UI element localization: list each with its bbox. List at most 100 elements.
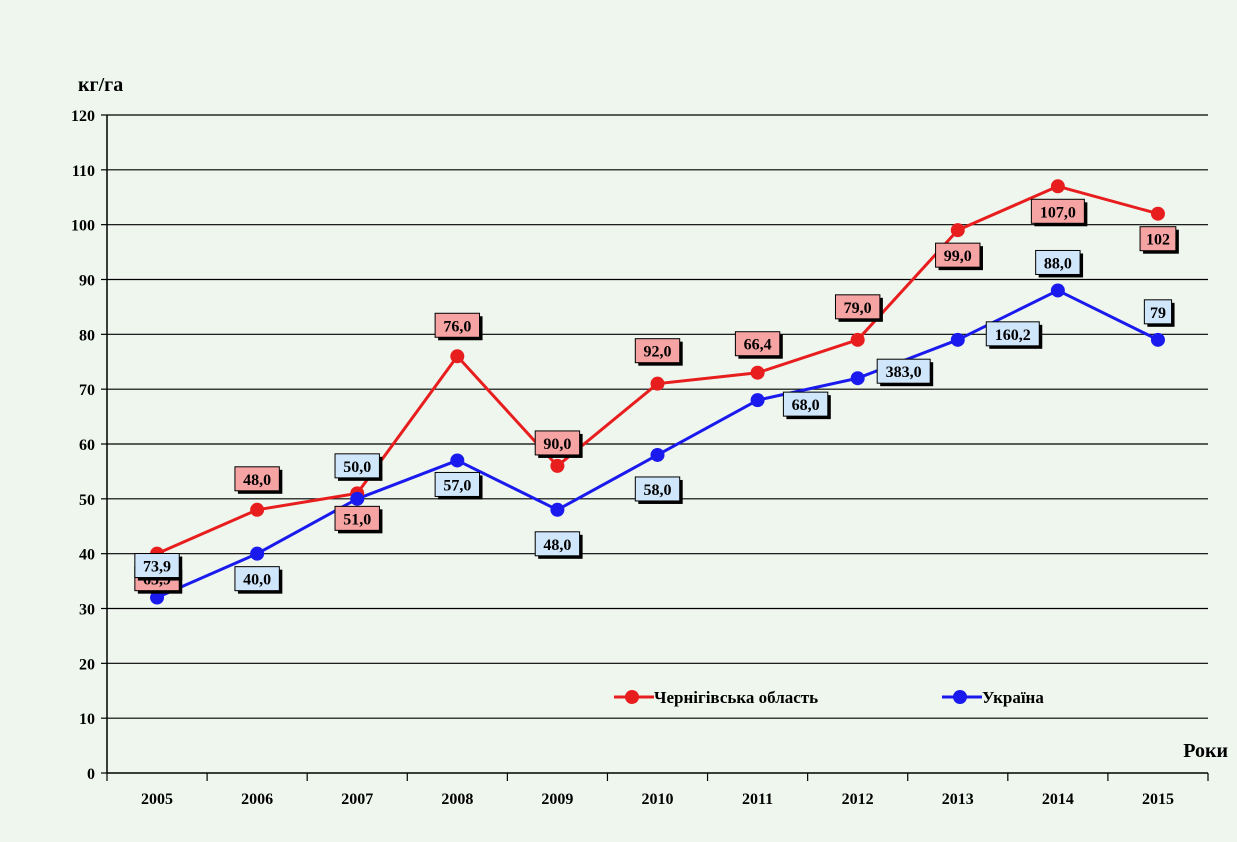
legend-label: Чернігівська область: [654, 688, 818, 707]
data-label-box: [334, 453, 380, 479]
y-tick-label: 120: [71, 108, 95, 125]
x-tick-label: 2009: [541, 791, 573, 808]
data-label-text: 88,0: [1044, 255, 1072, 272]
data-point-series-2: [650, 447, 665, 462]
x-tick-label: 2008: [441, 791, 473, 808]
data-point-series-2: [150, 590, 165, 605]
legend-marker: [625, 690, 639, 704]
data-label-text: 58,0: [644, 482, 672, 499]
data-label-box: [1030, 198, 1085, 224]
data-label: 76,0: [434, 312, 483, 341]
data-point-series-1: [1050, 179, 1065, 194]
data-label: 57,0: [434, 471, 483, 500]
data-point-series-1: [650, 376, 665, 391]
data-label-box: [935, 242, 981, 268]
data-label: 90,0: [534, 430, 583, 458]
data-label: 51,0: [334, 505, 383, 534]
data-label-text: 99,0: [944, 248, 972, 265]
data-label-text: 76,0: [443, 318, 471, 335]
data-label-box: [1139, 226, 1177, 252]
data-point-series-2: [850, 371, 865, 386]
x-tick-label: 2007: [341, 791, 373, 808]
data-label-text: 92,0: [644, 344, 672, 361]
data-point-series-2: [350, 491, 365, 506]
data-label: 58,0: [634, 476, 683, 504]
data-label-text: 102: [1146, 232, 1170, 249]
data-label-text: 68,0: [792, 397, 820, 414]
x-tick-label: 2005: [141, 791, 173, 808]
legend-label: Україна: [982, 688, 1044, 707]
data-label-text: 48,0: [543, 537, 571, 554]
x-tick-label: 2013: [942, 791, 974, 808]
data-point-series-1: [850, 332, 865, 347]
y-tick-label: 10: [79, 711, 95, 728]
data-point-series-1: [1150, 206, 1165, 221]
data-label-text: 79: [1150, 305, 1166, 322]
data-point-series-1: [250, 502, 265, 517]
data-point-series-2: [450, 453, 465, 468]
data-label-box: [234, 566, 280, 592]
data-label: 48,0: [534, 531, 583, 559]
data-label-box: [876, 358, 931, 384]
data-label-box: [134, 553, 180, 579]
data-label-box: [985, 321, 1040, 347]
data-label-box: [1035, 249, 1081, 275]
x-tick-label: 2010: [642, 791, 674, 808]
data-label-text: 57,0: [443, 477, 471, 494]
data-label-box: [634, 338, 681, 364]
data-label-text: 66,4: [744, 337, 772, 354]
data-point-series-1: [750, 365, 765, 380]
y-tick-label: 0: [87, 766, 95, 783]
data-label: 68,0: [782, 391, 831, 420]
data-label: 79: [1143, 299, 1175, 327]
x-tick-label: 2015: [1142, 791, 1174, 808]
data-label-text: 90,0: [543, 436, 571, 453]
data-label: 92,0: [634, 338, 683, 366]
data-label-box: [634, 476, 681, 502]
y-tick-label: 90: [79, 273, 95, 290]
data-label: 99,0: [935, 242, 983, 271]
y-tick-label: 40: [79, 547, 95, 564]
data-point-series-2: [250, 546, 265, 561]
data-label-text: 107,0: [1040, 204, 1076, 221]
y-tick-label: 70: [79, 382, 95, 399]
data-label: 50,0: [334, 453, 383, 481]
data-label: 73,9: [134, 553, 183, 581]
data-label-box: [434, 312, 481, 338]
y-tick-label: 20: [79, 656, 95, 673]
data-label: 160,2: [985, 321, 1043, 349]
data-label: 88,0: [1035, 249, 1084, 278]
data-label-text: 51,0: [343, 511, 371, 528]
data-label: 102: [1139, 226, 1179, 254]
data-label-text: 48,0: [243, 472, 271, 489]
y-tick-label: 30: [79, 602, 95, 619]
legend-marker: [953, 690, 967, 704]
data-point-series-1: [550, 458, 565, 473]
data-label-box: [834, 294, 881, 320]
data-point-series-2: [950, 332, 965, 347]
x-tick-label: 2006: [241, 791, 273, 808]
y-tick-label: 60: [79, 437, 95, 454]
data-label-text: 383,0: [886, 364, 922, 381]
x-tick-label: 2014: [1042, 791, 1074, 808]
y-tick-label: 80: [79, 327, 95, 344]
data-point-series-2: [1150, 332, 1165, 347]
data-label-text: 40,0: [243, 572, 271, 589]
y-tick-label: 50: [79, 492, 95, 509]
x-tick-label: 2011: [742, 791, 773, 808]
data-label-text: 73,9: [143, 559, 171, 576]
data-label-text: 79,0: [844, 300, 872, 317]
data-label-box: [782, 391, 829, 417]
y-axis-label: кг/га: [78, 74, 123, 96]
legend-entry: Україна: [942, 688, 1044, 707]
y-tick-label: 110: [72, 163, 95, 180]
data-point-series-1: [950, 223, 965, 238]
data-label-text: 160,2: [995, 327, 1031, 344]
data-label: 40,0: [234, 566, 283, 594]
legend-entry: Чернігівська область: [614, 688, 818, 707]
data-point-series-2: [750, 393, 765, 408]
data-label: 79,0: [834, 294, 883, 322]
data-label-box: [534, 430, 581, 456]
